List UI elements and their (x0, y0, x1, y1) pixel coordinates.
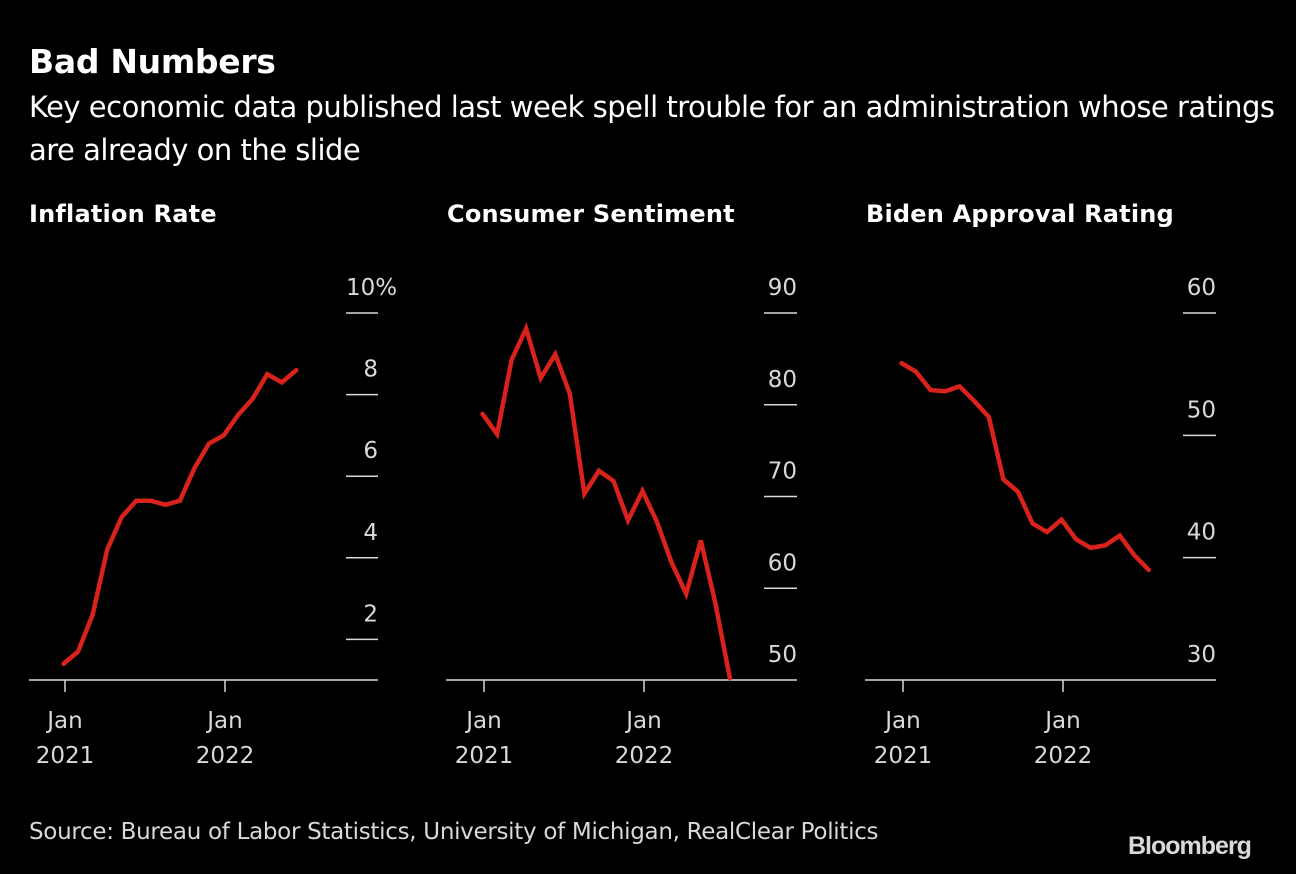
biden-approval-y-tick-label: 40 (1187, 520, 1216, 546)
biden-approval-x-tick-label: Jan (883, 708, 920, 734)
inflation-y-tick-label: 4 (363, 520, 378, 546)
source-note: Source: Bureau of Labor Statistics, Univ… (29, 819, 879, 845)
consumer-sentiment-x-tick-label: 2022 (615, 743, 674, 769)
consumer-sentiment-x-tick-label: Jan (464, 708, 501, 734)
biden-approval-x-tick-label: 2022 (1034, 743, 1093, 769)
inflation-x-tick-label: 2022 (196, 743, 255, 769)
inflation-x-tick-label: Jan (205, 708, 242, 734)
inflation-series-line (61, 367, 299, 667)
chart-subtitle: Key economic data published last week sp… (29, 90, 1275, 167)
biden-approval-series-line (899, 360, 1152, 573)
inflation-y-tick-label: 2 (363, 601, 378, 627)
inflation-y-tick-label: 8 (363, 357, 378, 383)
inflation-y-tick-label: 10% (346, 275, 397, 301)
consumer-sentiment-y-tick-label: 80 (768, 367, 797, 393)
consumer-sentiment-x-tick-label: 2021 (455, 743, 514, 769)
inflation-x-tick-label: Jan (45, 708, 82, 734)
bloomberg-logo: Bloomberg (1128, 832, 1252, 860)
consumer-sentiment-y-tick-label: 50 (768, 642, 797, 668)
chart-title: Bad Numbers (29, 42, 276, 81)
inflation-x-tick-label: 2021 (36, 743, 95, 769)
consumer-sentiment-x-tick-label: Jan (624, 708, 661, 734)
biden-approval-y-tick-label: 50 (1187, 397, 1216, 423)
consumer-sentiment-y-tick-label: 60 (768, 550, 797, 576)
biden-approval-y-tick-label: 30 (1187, 642, 1216, 668)
biden-approval-x-tick-label: Jan (1043, 708, 1080, 734)
panel-title-inflation: Inflation Rate (29, 200, 217, 228)
biden-approval-y-tick-label: 60 (1187, 275, 1216, 301)
consumer-sentiment-y-tick-label: 90 (768, 275, 797, 301)
inflation-y-tick-label: 6 (363, 438, 378, 464)
biden-approval-x-tick-label: 2021 (874, 743, 933, 769)
consumer-sentiment-series-line (480, 322, 733, 681)
panel-title-consumer-sentiment: Consumer Sentiment (447, 200, 735, 228)
panel-title-biden-approval: Biden Approval Rating (866, 200, 1174, 228)
consumer-sentiment-y-tick-label: 70 (768, 459, 797, 485)
